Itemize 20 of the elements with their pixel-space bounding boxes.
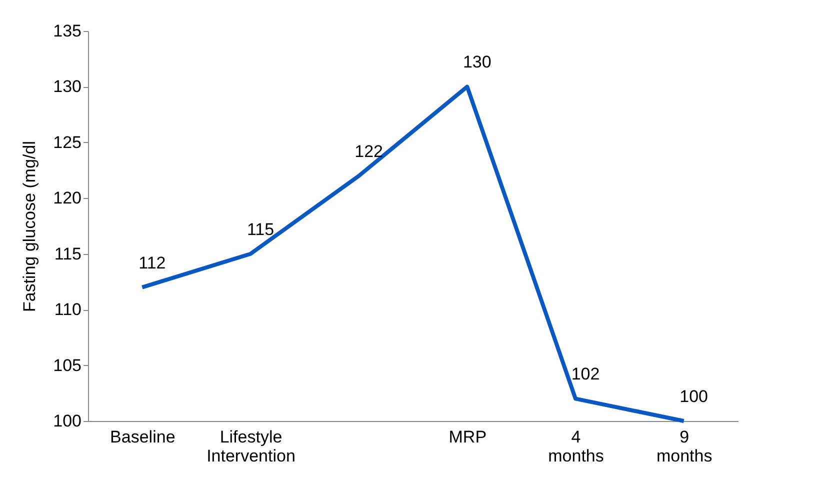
data-label: 130: [462, 52, 492, 72]
y-tick-label: 130: [53, 77, 82, 96]
y-tick-label: 125: [53, 132, 82, 152]
x-tick-label: 4 months: [548, 428, 604, 466]
y-tick-label: 120: [53, 188, 82, 208]
x-tick-label: 9 months: [656, 428, 712, 466]
y-tick-label: 135: [53, 22, 82, 40]
y-axis-title: Fasting glucose (mg/dl: [20, 140, 40, 312]
data-label: 100: [680, 387, 708, 406]
data-label: 112: [138, 253, 166, 272]
x-tick-label: MRP: [448, 428, 487, 446]
data-label: 102: [571, 364, 600, 384]
x-tick-label: Baseline: [110, 428, 176, 446]
y-tick-label: 115: [54, 244, 82, 264]
y-tick-label: 105: [53, 356, 82, 375]
y-tick-label: 100: [53, 412, 82, 430]
data-label: 115: [246, 220, 274, 239]
data-label: 122: [354, 142, 384, 161]
y-tick-label: 110: [54, 300, 82, 320]
x-tick-label: Lifestyle Intervention: [206, 428, 296, 466]
